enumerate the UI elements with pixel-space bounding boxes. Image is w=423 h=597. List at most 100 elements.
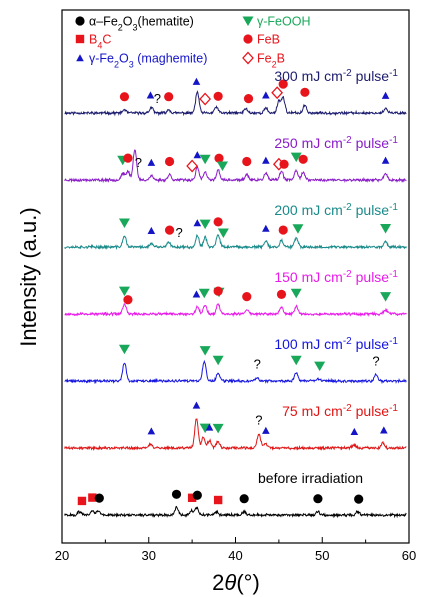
peak-marker-6-6: [213, 495, 223, 505]
peak-marker-4-4: [290, 355, 302, 366]
trace-label-sup: -2: [343, 202, 352, 213]
peak-marker-5-7: [350, 427, 359, 435]
peak-marker-3-3: [198, 288, 210, 299]
peak-marker-3-5: [213, 286, 223, 296]
trace-label-text: 300 mJ cm: [274, 68, 342, 84]
peak-marker-0-7: [243, 94, 254, 104]
peak-marker-5-1: [192, 401, 201, 409]
peak-marker-2-4: [193, 219, 202, 227]
peak-marker-0-3: [164, 92, 174, 102]
peak-marker-0-1: [146, 91, 155, 99]
trace-label-sup: -1: [389, 68, 398, 79]
trace-label-sup: -2: [343, 336, 352, 347]
peak-marker-0-8: [262, 91, 270, 99]
x-tick-label-3: 50: [315, 548, 329, 563]
trace-1: [64, 149, 407, 184]
peak-marker-1-15: [298, 154, 308, 164]
trace-0: [64, 90, 407, 117]
trace-label-6: before irradiation: [258, 470, 363, 486]
peak-marker-4-2: [212, 355, 224, 366]
peak-marker-2-5: [199, 219, 211, 230]
peak-marker-0-11: [300, 87, 310, 97]
trace-label-sup: -1: [389, 403, 398, 414]
peak-marker-5-6: [262, 426, 270, 434]
peak-marker-6-4: [187, 493, 197, 503]
peak-marker-2-7: [217, 228, 229, 238]
trace-5: [64, 418, 407, 452]
trace-label-sup: -2: [343, 403, 352, 414]
trace-label-5: 75 mJ cm-2 pulse-1: [282, 403, 398, 420]
trace-label-3: 150 mJ cm-2 pulse-1: [274, 269, 398, 286]
peak-marker-1-6: [193, 151, 202, 159]
peak-marker-6-2: [94, 493, 104, 503]
peak-marker-0-6: [213, 91, 223, 101]
peak-marker-1-5: [186, 159, 199, 173]
trace-label-sup: -1: [389, 336, 398, 347]
peak-marker-3-2: [192, 290, 201, 298]
peak-marker-3-7: [276, 289, 287, 299]
peak-marker-5-5: ?: [255, 413, 262, 428]
peak-marker-6-9: [354, 494, 364, 504]
trace-label-text: 150 mJ cm: [274, 269, 342, 285]
peak-marker-6-0: [77, 496, 87, 506]
peak-marker-6-3: [171, 489, 182, 499]
trace-label-text: pulse: [352, 68, 390, 84]
legend-label-5: Fe2B: [257, 52, 285, 70]
x-tick-label-4: 60: [402, 548, 416, 563]
x-tick-label-0: 20: [55, 548, 69, 563]
trace-4: [64, 359, 407, 385]
peak-marker-0-9: [271, 86, 284, 100]
peak-marker-1-1: [123, 153, 133, 163]
legend-label-4: γ-Fe2O3 (maghemite): [89, 52, 207, 70]
peak-marker-4-1: [199, 346, 211, 356]
trace-label-1: 250 mJ cm-2 pulse-1: [274, 135, 398, 152]
peak-marker-5-0: [147, 427, 156, 435]
legend-marker-0: [75, 16, 85, 26]
peak-marker-group: ??????: [77, 77, 392, 506]
peak-marker-2-9: [278, 225, 288, 235]
peak-marker-0-5: [199, 92, 212, 106]
peak-marker-4-5: [314, 361, 326, 372]
peak-marker-1-3: [147, 158, 156, 166]
peak-marker-1-10: [242, 156, 252, 167]
trace-6: [64, 505, 407, 519]
trace-label-sup: -1: [389, 269, 398, 280]
peak-marker-1-7: [199, 154, 211, 165]
trace-label-sup: -2: [343, 269, 352, 280]
legend-marker-3: [243, 34, 253, 44]
trace-label-sup: -2: [343, 68, 352, 79]
x-tick-label-2: 40: [228, 548, 242, 563]
trace-3: [64, 303, 407, 318]
peak-marker-3-0: [118, 286, 130, 297]
peak-marker-1-14: [290, 152, 302, 163]
trace-label-text: before irradiation: [258, 470, 363, 486]
peak-marker-2-1: [147, 226, 156, 234]
peak-marker-1-4: [164, 156, 175, 167]
peak-marker-1-2: ?: [135, 155, 142, 170]
legend-label-3: FeB: [257, 33, 280, 47]
peak-marker-0-2: ?: [154, 91, 161, 106]
peak-marker-2-6: [213, 217, 223, 227]
peak-marker-0-0: [119, 92, 130, 102]
peak-marker-1-13: [279, 159, 289, 169]
peak-marker-1-8: [214, 153, 224, 163]
peak-marker-5-2: [199, 423, 211, 434]
peak-marker-2-2: [164, 225, 175, 235]
peak-marker-5-4: [212, 423, 224, 434]
trace-label-sup: -2: [343, 135, 352, 146]
trace-label-text: pulse: [352, 403, 390, 419]
trace-label-text: 75 mJ cm: [282, 403, 343, 419]
legend-marker-2: [75, 34, 85, 44]
legend-label-1: γ-FeOOH: [257, 15, 310, 29]
trace-label-text: pulse: [352, 336, 390, 352]
peak-marker-3-9: [380, 292, 392, 302]
peak-marker-6-1: [88, 493, 97, 502]
x-axis-label: 2θ(°): [212, 570, 260, 595]
peak-marker-5-3: [205, 423, 214, 431]
legend-marker-4: [76, 54, 84, 62]
legend-marker-1: [242, 16, 254, 26]
peak-marker-3-6: [242, 292, 252, 302]
peak-marker-6-7: [239, 494, 249, 504]
trace-label-2: 200 mJ cm-2 pulse-1: [274, 202, 398, 219]
